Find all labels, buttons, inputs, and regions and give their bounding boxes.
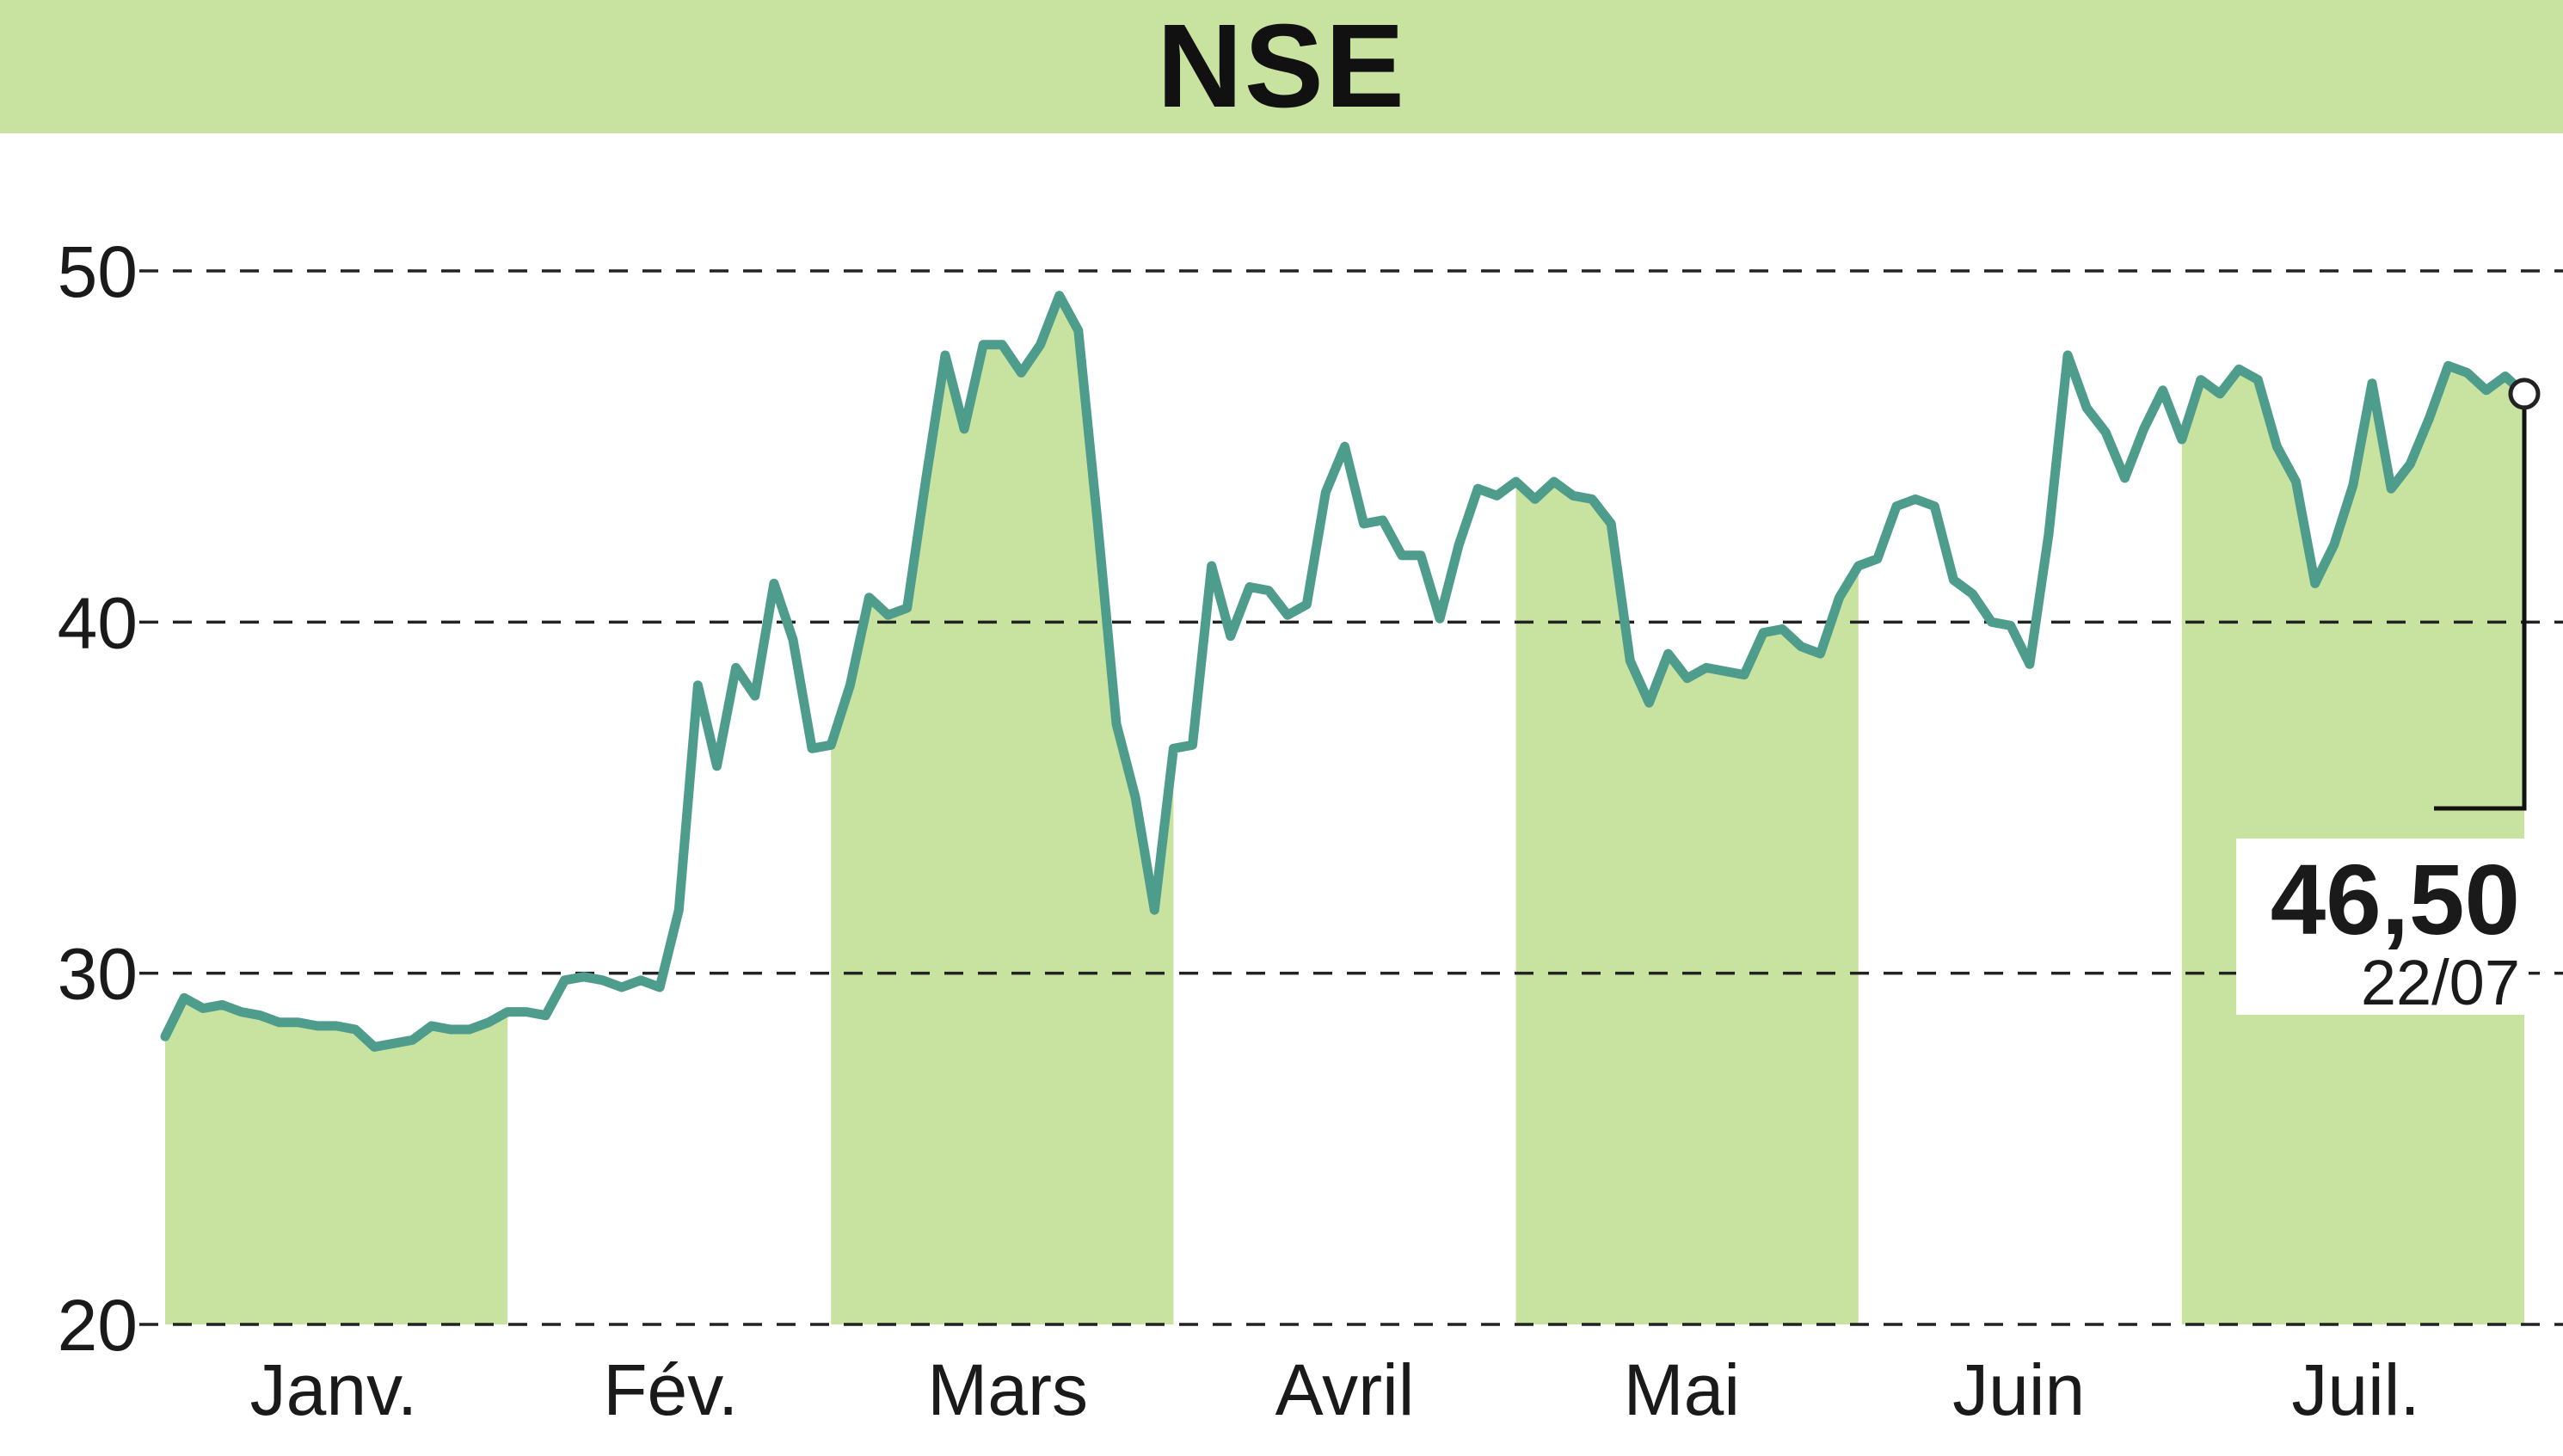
x-tick-labels: Janv. Fév. Mars Avril Mai Juin Juil. — [250, 1349, 2420, 1430]
x-tick-label: Avril — [1275, 1349, 1415, 1430]
chart-title: NSE — [1157, 0, 1406, 132]
price-series-line — [160, 291, 2529, 1052]
last-value-label: 46,50 — [2271, 844, 2520, 955]
x-tick-label: Mars — [927, 1349, 1088, 1430]
y-tick-label: 40 — [58, 582, 138, 663]
y-tick-label: 20 — [58, 1285, 138, 1366]
last-date-label: 22/07 — [2361, 947, 2520, 1018]
last-point-marker — [2508, 378, 2541, 410]
month-band — [165, 998, 508, 1324]
last-value-label-background — [2236, 839, 2529, 1015]
month-band — [831, 295, 1174, 1325]
x-tick-label: Janv. — [250, 1349, 418, 1430]
y-tick-label: 30 — [58, 934, 138, 1015]
price-line — [160, 291, 2529, 1052]
y-tick-label: 50 — [58, 231, 138, 312]
title-band — [0, 0, 2563, 133]
y-tick-labels: 20 30 40 50 — [58, 231, 138, 1366]
x-tick-label: Mai — [1624, 1349, 1740, 1430]
x-tick-label: Juin — [1952, 1349, 2085, 1430]
x-tick-label: Fév. — [603, 1349, 738, 1430]
x-tick-label: Juil. — [2291, 1349, 2419, 1430]
last-value-callout: 46,50 22/07 — [2236, 378, 2541, 1018]
month-band — [1515, 482, 1859, 1324]
grid-lines — [139, 269, 2563, 1326]
last-value-leader-line — [2434, 407, 2527, 811]
